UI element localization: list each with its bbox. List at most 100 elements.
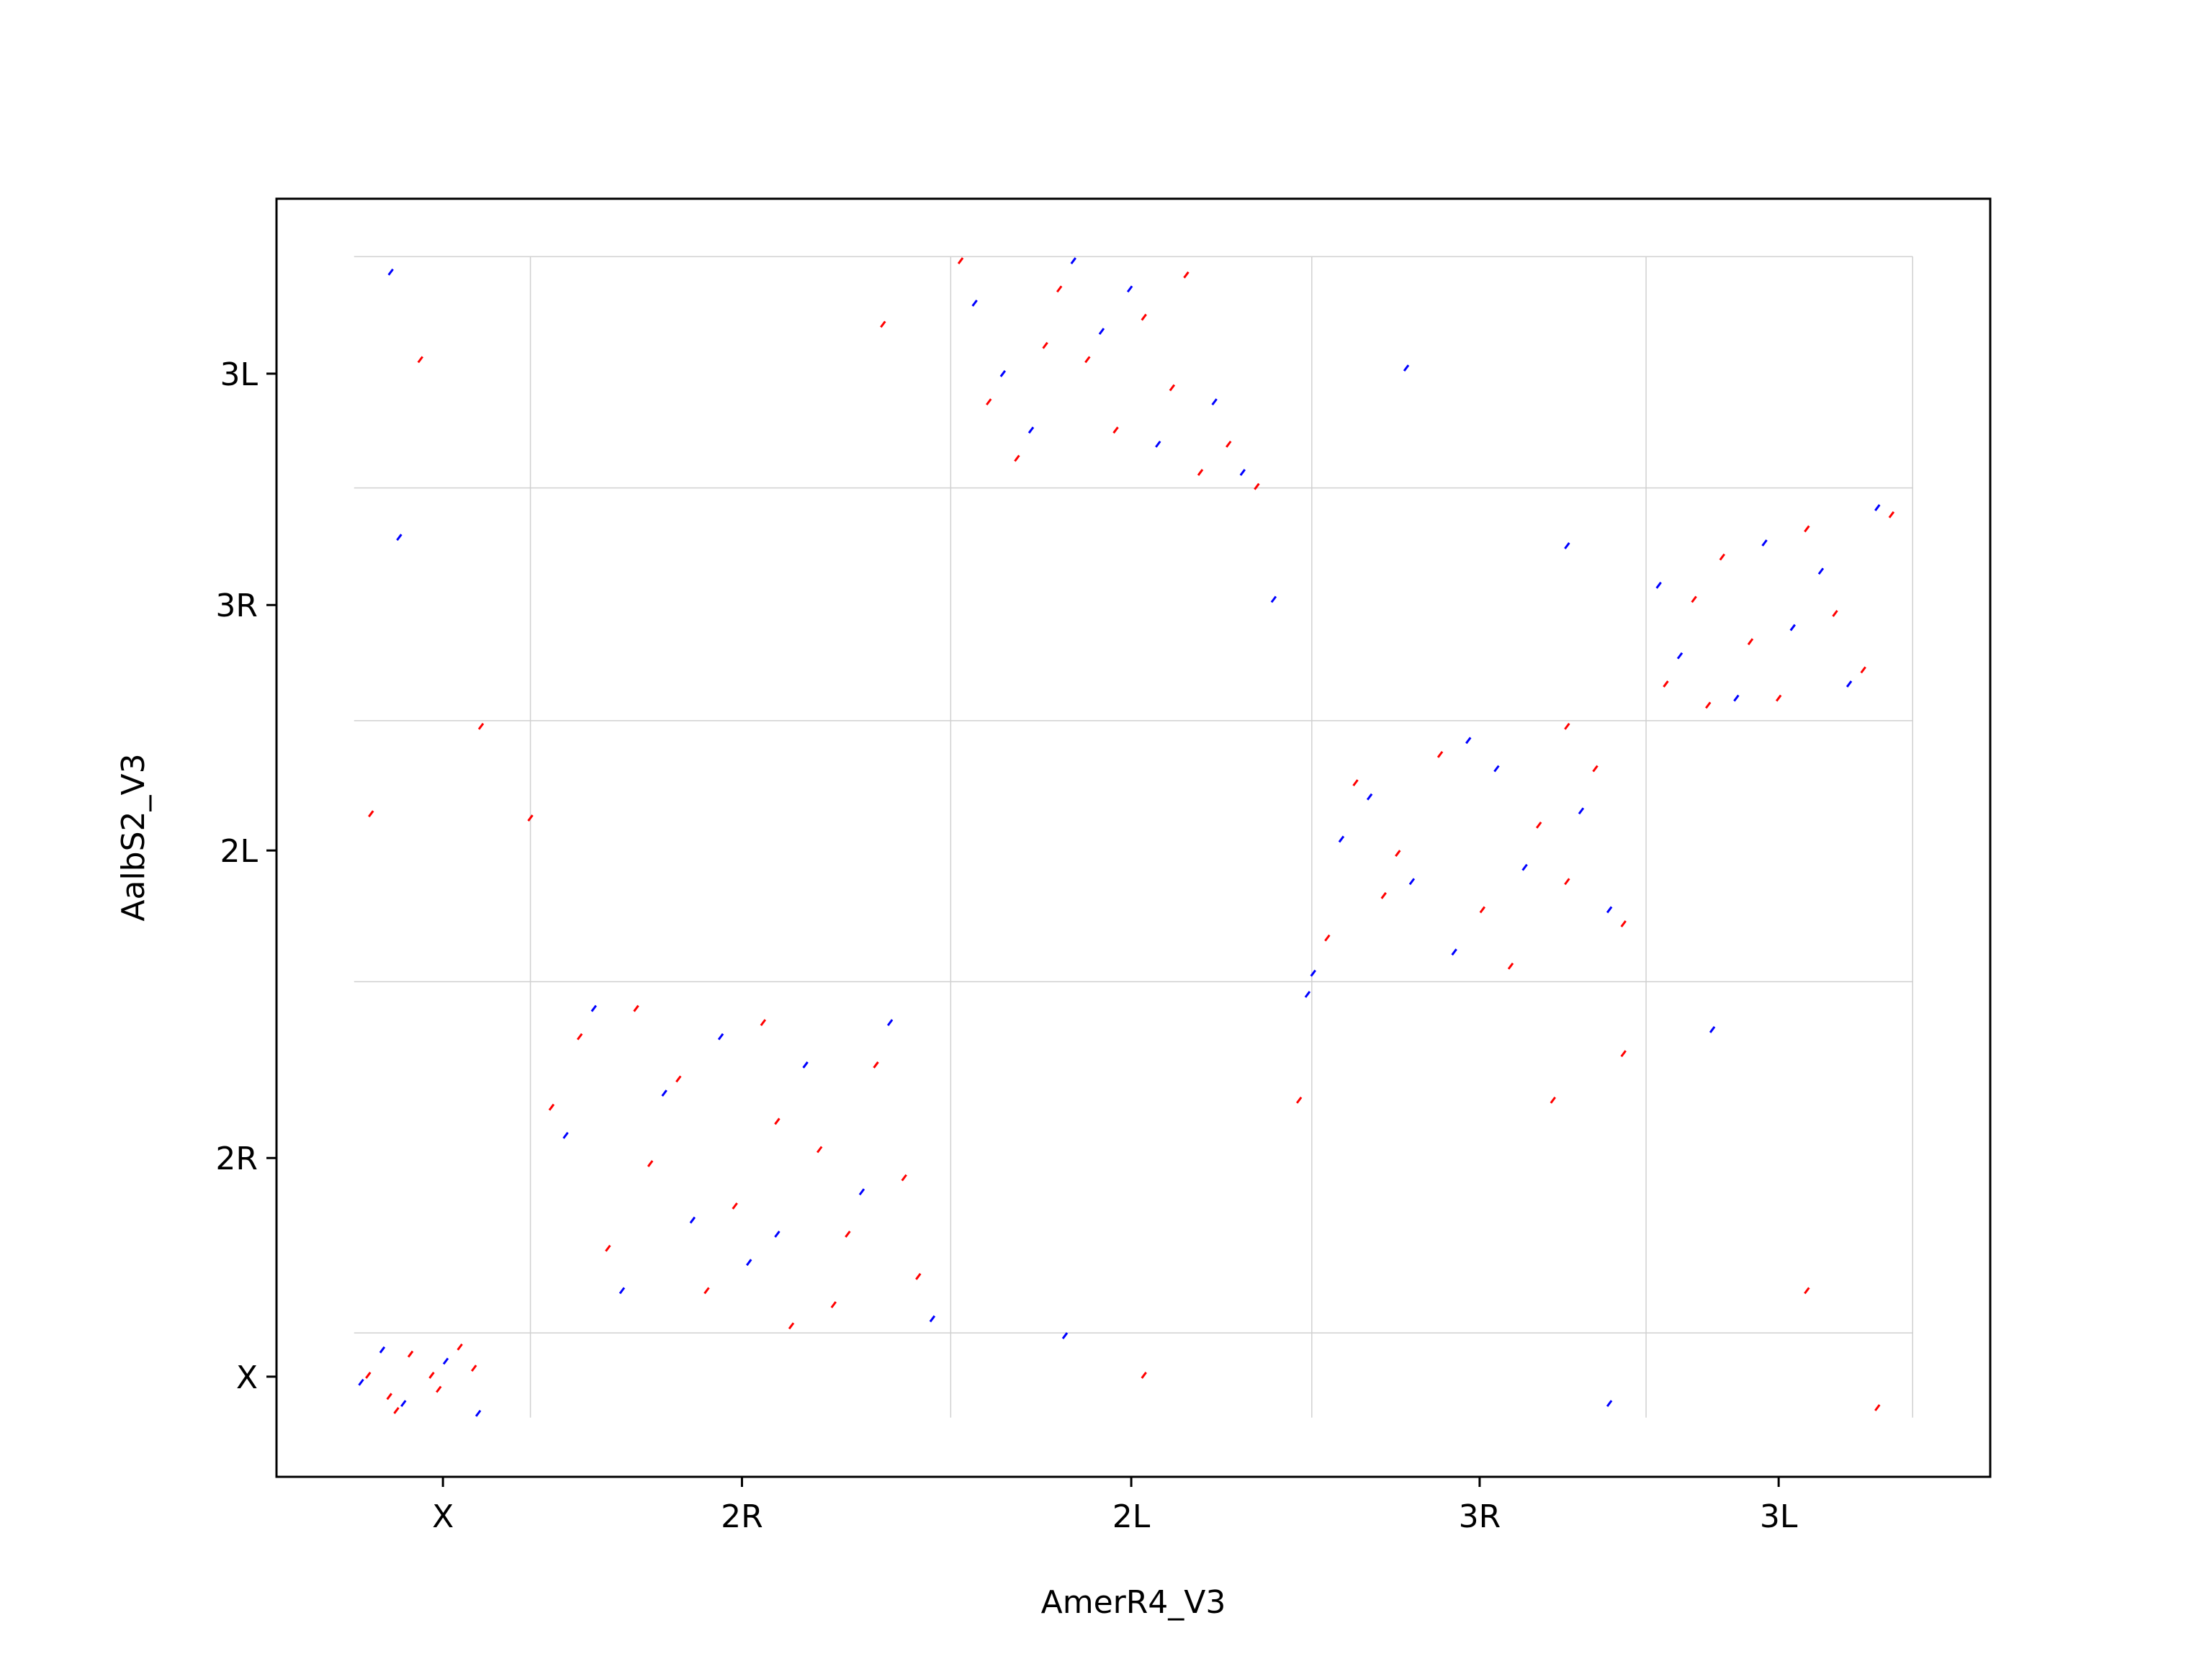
dot — [396, 534, 403, 541]
dot — [1295, 1097, 1303, 1104]
dot — [1380, 891, 1387, 899]
dot — [1733, 694, 1740, 702]
dot — [1620, 920, 1627, 927]
dot — [1126, 285, 1133, 293]
dot — [457, 1343, 463, 1351]
dot — [1804, 1287, 1810, 1295]
dot — [576, 1033, 583, 1040]
dot — [1845, 680, 1853, 688]
dot — [802, 1061, 809, 1069]
dot — [647, 1160, 654, 1167]
dot — [732, 1202, 738, 1210]
dot — [1804, 525, 1810, 533]
y-tick-label: 2R — [215, 1141, 258, 1177]
dot — [1832, 610, 1838, 617]
dot — [886, 1019, 894, 1027]
dot — [1056, 285, 1063, 293]
dot — [1775, 694, 1782, 702]
dot — [816, 1146, 823, 1154]
dot — [675, 1075, 682, 1083]
dot — [1521, 863, 1528, 871]
dot — [1789, 624, 1796, 631]
y-tick-label: 2L — [220, 833, 258, 870]
dot — [1014, 454, 1020, 462]
dot — [1451, 948, 1457, 956]
dot — [915, 1272, 922, 1280]
dot — [1070, 257, 1076, 265]
dot — [605, 1244, 611, 1252]
dot — [368, 810, 374, 818]
dot — [400, 1400, 407, 1408]
y-axis-label: AalbS2_V3 — [115, 753, 152, 921]
x-tick-label: 3R — [1459, 1498, 1501, 1535]
dot — [1155, 440, 1161, 448]
dot — [1691, 595, 1697, 603]
y-tick-label: X — [236, 1359, 258, 1396]
dot — [1112, 426, 1119, 434]
dot — [880, 320, 886, 328]
dot — [562, 1131, 569, 1139]
dot — [527, 814, 534, 822]
dot — [1655, 581, 1662, 589]
dot — [1606, 906, 1613, 914]
dot — [1403, 364, 1410, 372]
dot — [1663, 680, 1669, 688]
dot — [1028, 426, 1035, 434]
dot — [1676, 652, 1683, 660]
dot — [1197, 469, 1204, 476]
dot — [788, 1322, 795, 1330]
dot — [1564, 722, 1570, 730]
dot — [1507, 962, 1514, 970]
dot — [393, 1407, 400, 1414]
dot — [379, 1346, 386, 1354]
dot — [986, 398, 992, 406]
dot — [845, 1231, 851, 1238]
dot — [1817, 567, 1825, 575]
dot — [957, 257, 964, 265]
dot — [1226, 440, 1232, 448]
dot — [436, 1385, 442, 1393]
dot — [1592, 765, 1599, 773]
dot — [1479, 906, 1486, 914]
dot — [774, 1231, 781, 1238]
dot — [1183, 271, 1190, 279]
dot — [1437, 751, 1444, 758]
plot-frame — [275, 197, 1992, 1478]
dot — [1860, 666, 1866, 674]
dot — [407, 1350, 414, 1358]
dot — [358, 1378, 364, 1386]
dot — [661, 1089, 667, 1097]
dot — [1408, 878, 1416, 886]
dot — [1874, 504, 1881, 511]
dot — [475, 1409, 482, 1417]
dot — [387, 268, 394, 276]
dot — [1606, 1400, 1613, 1408]
dot — [901, 1174, 907, 1182]
dot — [999, 370, 1007, 377]
dot — [1535, 821, 1542, 829]
x-tick-label: 2R — [721, 1498, 763, 1535]
dot — [1761, 539, 1768, 547]
dot — [477, 722, 485, 730]
dot — [1270, 595, 1277, 603]
dot — [1042, 341, 1048, 349]
dot — [1705, 701, 1712, 709]
dot — [1395, 850, 1401, 857]
dot — [1874, 1404, 1881, 1411]
dot — [1366, 793, 1373, 801]
dot — [1352, 779, 1359, 786]
dot — [590, 1004, 597, 1012]
dot — [442, 1357, 449, 1365]
dot — [1493, 765, 1500, 773]
dot — [703, 1287, 710, 1295]
dot — [1550, 1097, 1556, 1104]
x-tick-label: 3L — [1760, 1498, 1798, 1535]
dot — [1324, 934, 1331, 942]
x-tick-label: 2L — [1112, 1498, 1151, 1535]
dot — [858, 1188, 866, 1196]
dot — [1338, 835, 1345, 843]
dot — [1564, 542, 1570, 549]
x-tick-label: X — [432, 1498, 454, 1535]
dot — [1084, 356, 1091, 364]
